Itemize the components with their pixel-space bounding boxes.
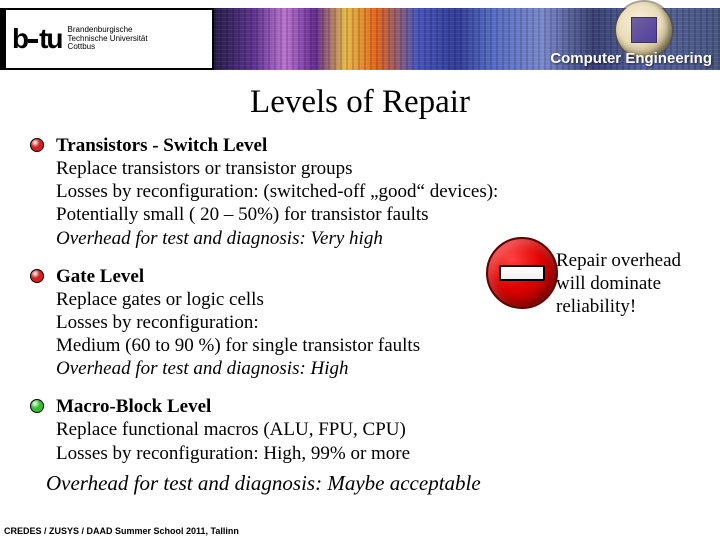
- level-item-macro: Macro-Block Level Replace functional mac…: [28, 396, 702, 496]
- slide-header: btu Brandenburgische Technische Universi…: [0, 0, 720, 78]
- item-line: Medium (60 to 90 %) for single transisto…: [56, 334, 702, 357]
- logo-subtext: Brandenburgische Technische Universität …: [68, 26, 148, 52]
- item-line: Potentially small ( 20 – 50%) for transi…: [56, 203, 702, 226]
- item-heading: Transistors - Switch Level: [56, 135, 702, 157]
- bullet-icon: [30, 269, 44, 283]
- item-line: Losses by reconfiguration: (switched-off…: [56, 180, 702, 203]
- department-label: Computer Engineering: [550, 50, 712, 67]
- level-item-transistor: Transistors - Switch Level Replace trans…: [28, 135, 702, 250]
- slide-footer: CREDES / ZUSYS / DAAD Summer School 2011…: [4, 526, 239, 536]
- item-overhead: Overhead for test and diagnosis: High: [56, 357, 702, 380]
- slide-title: Levels of Repair: [0, 84, 720, 121]
- university-logo: btu Brandenburgische Technische Universi…: [4, 8, 214, 70]
- bullet-icon: [30, 138, 44, 152]
- bullet-icon: [30, 399, 44, 413]
- callout-text: Repair overhead will dominate reliabilit…: [556, 249, 706, 319]
- logo-acronym: btu: [12, 23, 62, 55]
- item-line: Replace transistors or transistor groups: [56, 157, 702, 180]
- logo-line3: Cottbus: [68, 43, 148, 52]
- item-overhead: Overhead for test and diagnosis: Very hi…: [56, 227, 702, 250]
- item-heading: Macro-Block Level: [56, 396, 702, 418]
- callout-line: will dominate: [556, 272, 706, 295]
- callout-line: reliability!: [556, 295, 706, 318]
- item-overhead: Overhead for test and diagnosis: Maybe a…: [46, 471, 702, 497]
- callout-line: Repair overhead: [556, 249, 706, 272]
- item-line: Losses by reconfiguration: High, 99% or …: [56, 442, 702, 465]
- no-entry-icon: [486, 237, 558, 309]
- item-line: Replace functional macros (ALU, FPU, CPU…: [56, 418, 702, 441]
- slide-content: Transistors - Switch Level Replace trans…: [0, 121, 720, 496]
